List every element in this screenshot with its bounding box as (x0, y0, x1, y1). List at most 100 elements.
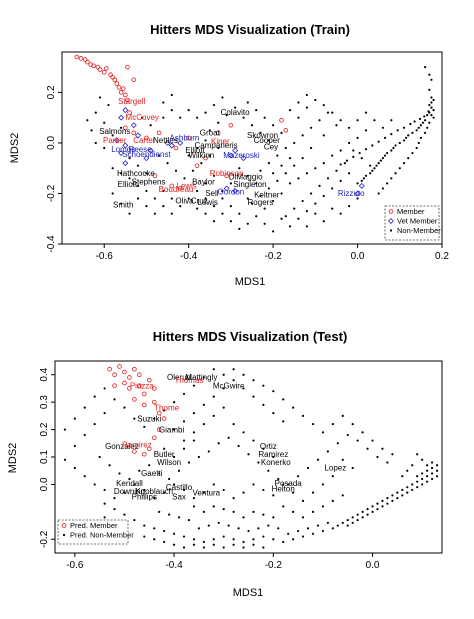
train-player-label: Oliva (175, 197, 194, 206)
train-non-member-point (377, 192, 380, 195)
test-pred-non-member-point (435, 464, 439, 467)
test-pred-non-member-point (192, 384, 196, 387)
test-pred-non-member-point (172, 543, 176, 546)
train-non-member-point (364, 111, 368, 114)
train-member-point (131, 77, 137, 83)
train-non-member-point (120, 172, 123, 175)
train-non-member-point (191, 169, 194, 172)
test-x-tick-label: -0.2 (265, 560, 283, 571)
test-legend-box (57, 519, 129, 545)
train-non-member-point (196, 207, 199, 210)
train-player-label: Kiner (211, 137, 230, 146)
train-y-tick-label: -0.2 (46, 184, 57, 202)
test-pred-non-member-point (143, 488, 146, 492)
test-pred-non-member-point (83, 475, 86, 478)
test-pred-non-member-point (346, 524, 349, 527)
test-player-label: Butler (154, 450, 175, 459)
train-non-member-point (345, 159, 349, 162)
train-y-tick-label: -0.4 (46, 235, 57, 253)
test-pred-non-member-point (232, 368, 235, 371)
train-non-member-point (305, 210, 308, 213)
train-non-member-point (428, 103, 431, 107)
test-pred-non-member-point (351, 422, 354, 426)
train-player-label: Cruz (191, 197, 208, 206)
train-x-tick-label: 0.2 (435, 251, 449, 262)
test-pred-non-member-point (306, 466, 310, 470)
test-y-tick-label: 0.3 (39, 395, 50, 409)
train-non-member-point (305, 225, 308, 228)
test-pred-non-member-point (73, 417, 76, 420)
test-pred-member-point (142, 402, 147, 408)
train-non-member-point (170, 93, 173, 97)
test-pred-non-member-point (247, 529, 250, 533)
test-pred-member-point (112, 372, 117, 378)
test-pred-non-member-point (331, 422, 334, 426)
test-player-label: Lopez (324, 464, 346, 473)
test-pred-non-member-point (292, 406, 295, 409)
test-pred-non-member-point (222, 546, 225, 549)
train-non-member-point (381, 187, 384, 190)
train-non-member-point (162, 101, 165, 104)
train-member-point (110, 74, 115, 80)
test-player-label: Thomas (175, 376, 204, 385)
train-non-member-point (141, 116, 144, 119)
test-pred-non-member-point (237, 444, 240, 448)
train-non-member-point (90, 129, 93, 132)
test-pred-non-member-point (321, 529, 325, 533)
test-pred-non-member-point (103, 502, 106, 505)
test-pred-non-member-point (282, 483, 285, 486)
test-pred-non-member-point (222, 387, 225, 390)
train-non-member-point (263, 222, 266, 225)
test-pred-non-member-point (182, 488, 186, 492)
train-non-member-point (386, 151, 389, 155)
train-player-label: DiMaggio (229, 173, 263, 182)
test-pred-non-member-point (287, 483, 290, 486)
test-pred-non-member-point (197, 455, 200, 459)
test-pred-non-member-point (192, 497, 196, 500)
test-x-tick-label: 0.0 (366, 560, 380, 571)
test-pred-non-member-point (168, 513, 171, 516)
test-pred-non-member-point (202, 491, 205, 494)
test-pred-member-point (107, 366, 112, 372)
train-member-point (91, 63, 96, 69)
train-non-member-point (310, 192, 313, 195)
train-x-axis-label: MDS1 (235, 276, 266, 288)
test-pred-non-member-point (356, 518, 359, 522)
train-non-member-point (343, 162, 346, 165)
train-member-point (101, 69, 107, 75)
test-pred-non-member-point (222, 488, 225, 492)
test-player-label: Mattingly (185, 373, 217, 382)
train-non-member-point (322, 162, 325, 165)
train-non-member-point (204, 111, 207, 114)
test-pred-non-member-point (103, 412, 106, 415)
test-pred-non-member-point (103, 488, 106, 492)
train-member-point (279, 117, 284, 123)
train-member-point (108, 72, 113, 78)
train-non-member-point (348, 126, 351, 129)
test-pred-non-member-point (272, 494, 275, 497)
test-pred-non-member-point (252, 439, 255, 442)
train-non-member-point (428, 73, 431, 76)
train-non-member-point (364, 129, 368, 132)
train-non-member-point (362, 177, 365, 180)
test-pred-non-member-point (192, 543, 196, 546)
test-y-tick-label: 0.4 (39, 367, 50, 381)
train-x-tick-label: -0.6 (96, 251, 114, 262)
test-pred-non-member-point (277, 477, 280, 481)
test-pred-member-point (151, 435, 157, 441)
test-pred-non-member-point (430, 466, 434, 470)
train-non-member-point (288, 225, 292, 228)
train-non-member-point (371, 169, 374, 172)
train-non-member-point (356, 119, 359, 122)
test-pred-non-member-point (192, 505, 196, 508)
test-pred-non-member-point (182, 392, 186, 396)
test-pred-non-member-point (187, 518, 191, 522)
train-player-label: Hathcocke (117, 169, 155, 178)
test-y-ticks: -0.2 0.0 0.1 0.2 0.3 0.4 (39, 367, 55, 548)
test-pred-non-member-point (108, 464, 111, 467)
test-pred-non-member-point (113, 497, 116, 500)
train-non-member-point (417, 141, 420, 145)
